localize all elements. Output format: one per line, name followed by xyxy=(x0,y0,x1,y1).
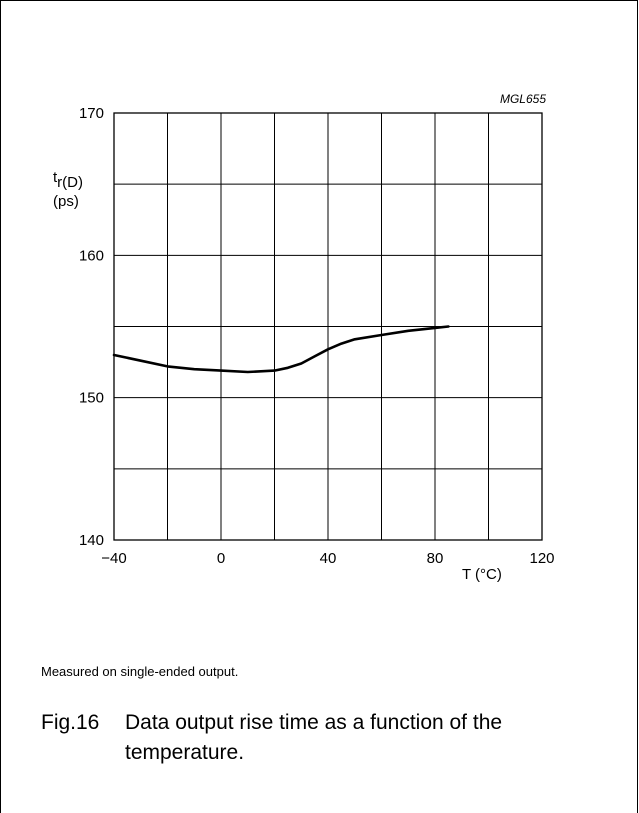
x-tick-label: 120 xyxy=(529,550,554,567)
frame-left-border xyxy=(0,0,1,813)
x-tick-label: 0 xyxy=(217,550,225,567)
figure-number: Fig.16 xyxy=(41,711,100,734)
chart: MGL655 tr(D) (ps) T (°C) 140 150 160 170 −40… xyxy=(53,92,555,583)
y-tick-label: 170 xyxy=(79,105,104,122)
y-tick-label: 140 xyxy=(79,532,104,549)
label-layer: MGL655 tr(D) (ps) T (°C) 140 150 160 170 −40… xyxy=(53,92,555,583)
y-axis-label: tr(D) xyxy=(53,169,83,191)
chart-code-label: MGL655 xyxy=(500,92,546,106)
x-axis-label: T (°C) xyxy=(462,566,502,583)
y-axis-label-sub: r(D) xyxy=(57,174,83,191)
series-layer xyxy=(112,325,450,374)
x-tick-label: 80 xyxy=(427,550,444,567)
figure-caption-line1: Data output rise time as a function of t… xyxy=(125,711,503,734)
x-tick-label: −40 xyxy=(101,550,126,567)
figure-caption-line2: temperature. xyxy=(125,741,245,764)
measurement-note: Measured on single-ended output. xyxy=(41,664,239,679)
y-axis-label-main: t xyxy=(53,169,58,186)
series-line xyxy=(112,325,450,374)
plot-border xyxy=(113,112,543,541)
frame-top-border xyxy=(0,0,638,1)
y-axis-unit: (ps) xyxy=(53,193,79,210)
y-tick-label: 160 xyxy=(79,247,104,264)
x-tick-label: 40 xyxy=(320,550,337,567)
y-tick-label: 150 xyxy=(79,390,104,407)
frame-right-border xyxy=(637,0,638,813)
grid-layer xyxy=(113,112,543,541)
figure-caption: Fig.16 Data output rise time as a functio… xyxy=(41,708,621,768)
